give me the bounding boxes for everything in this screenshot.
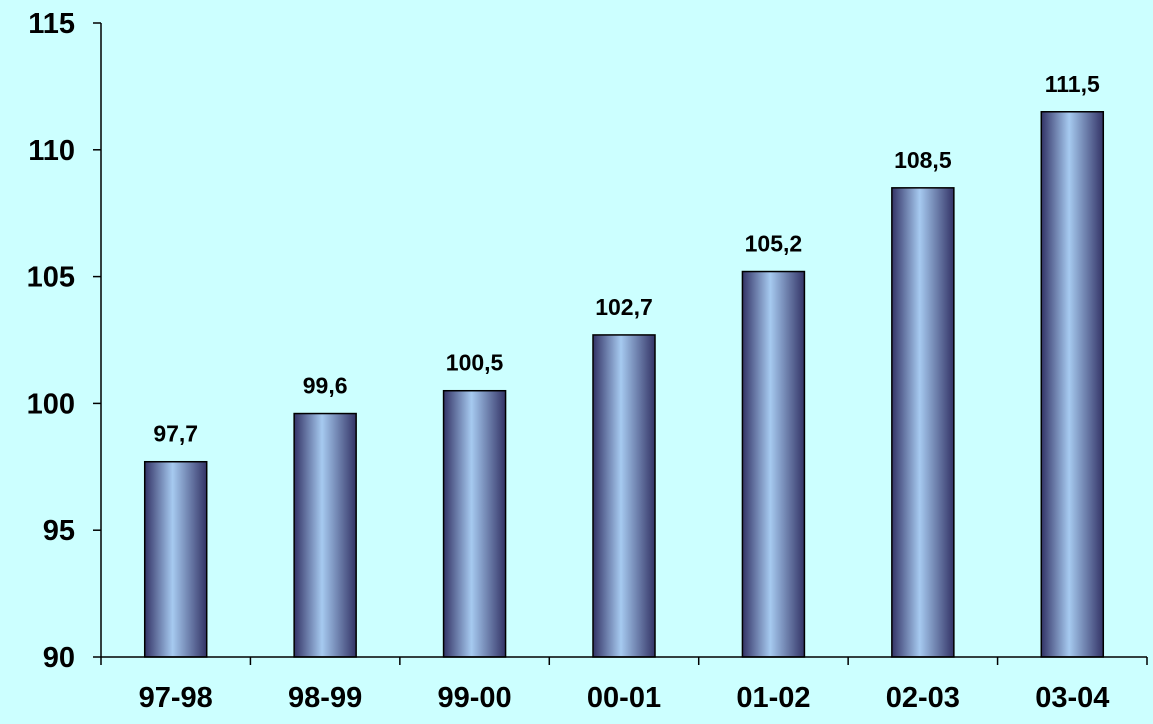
x-tick-label-99-00: 99-00 [437,682,511,714]
x-tick-label-97-98: 97-98 [139,682,213,714]
bar-00-01 [592,334,656,658]
data-label-01-02: 105,2 [745,231,803,257]
data-label-98-99: 99,6 [303,373,348,399]
data-label-00-01: 102,7 [595,294,653,320]
bar-99-00 [442,389,507,658]
bar-98-99 [293,412,357,658]
y-tick-label-100: 100 [27,388,75,420]
axes-group [100,23,1147,658]
data-label-03-04: 111,5 [1045,71,1100,97]
y-tick-label-115: 115 [28,8,75,40]
bars-group [143,111,1105,658]
bar-02-03 [891,187,955,658]
y-tick-label-105: 105 [27,262,75,294]
data-label-99-00: 100,5 [446,350,504,376]
x-tick-label-02-03: 02-03 [886,682,960,714]
data-labels-group: 97,7 99,6 100,5 102,7 105,2 108,5 111,5 [153,71,1100,447]
bar-01-02 [741,270,806,658]
x-tick-label-98-99: 98-99 [288,682,362,714]
bar-03-04 [1040,111,1105,658]
x-tick-label-03-04: 03-04 [1035,682,1109,714]
data-label-02-03: 108,5 [894,147,952,173]
y-tick-label-95: 95 [43,515,75,547]
x-ticks-group: 97-98 98-99 99-00 00-01 01-02 02-03 03-04 [100,657,1148,714]
y-ticks-group: 90 95 100 105 110 115 [27,8,101,674]
x-tick-label-01-02: 01-02 [736,682,810,714]
data-label-97-98: 97,7 [153,421,198,447]
y-tick-label-90: 90 [43,642,75,674]
bar-97-98 [143,460,208,658]
x-tick-label-00-01: 00-01 [587,682,661,714]
y-tick-label-110: 110 [28,135,75,167]
